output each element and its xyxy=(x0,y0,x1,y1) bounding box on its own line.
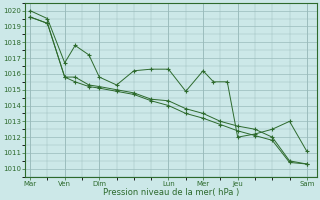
X-axis label: Pression niveau de la mer( hPa ): Pression niveau de la mer( hPa ) xyxy=(103,188,239,197)
